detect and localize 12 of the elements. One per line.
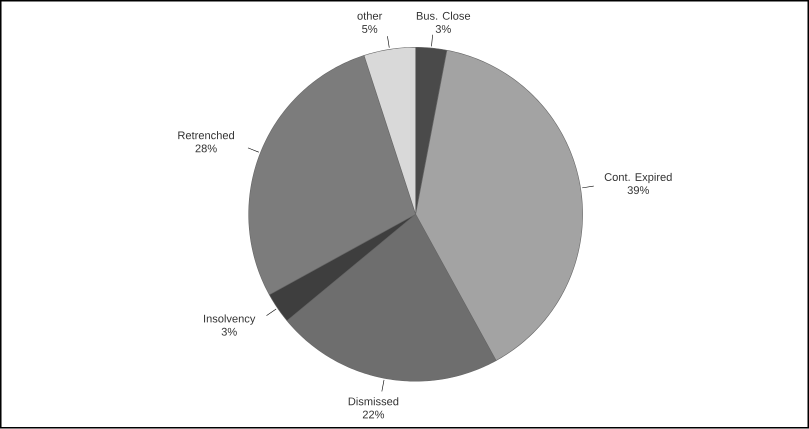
slice-label: Bus. Close bbox=[416, 12, 470, 20]
slice-label: other bbox=[357, 12, 382, 20]
data-label: 28% bbox=[196, 144, 217, 153]
slice-label: Dismissed bbox=[348, 397, 398, 406]
slice-label: Cont. Expired bbox=[604, 173, 672, 184]
data-label: 3% bbox=[222, 328, 237, 336]
data-label: 5% bbox=[362, 25, 378, 34]
data-label: 3% bbox=[436, 25, 451, 34]
data-label: 39% bbox=[628, 186, 649, 194]
slice-label: Insolvency bbox=[204, 314, 256, 325]
slice-label: Retrenched bbox=[178, 131, 234, 140]
data-label: 22% bbox=[362, 410, 384, 419]
